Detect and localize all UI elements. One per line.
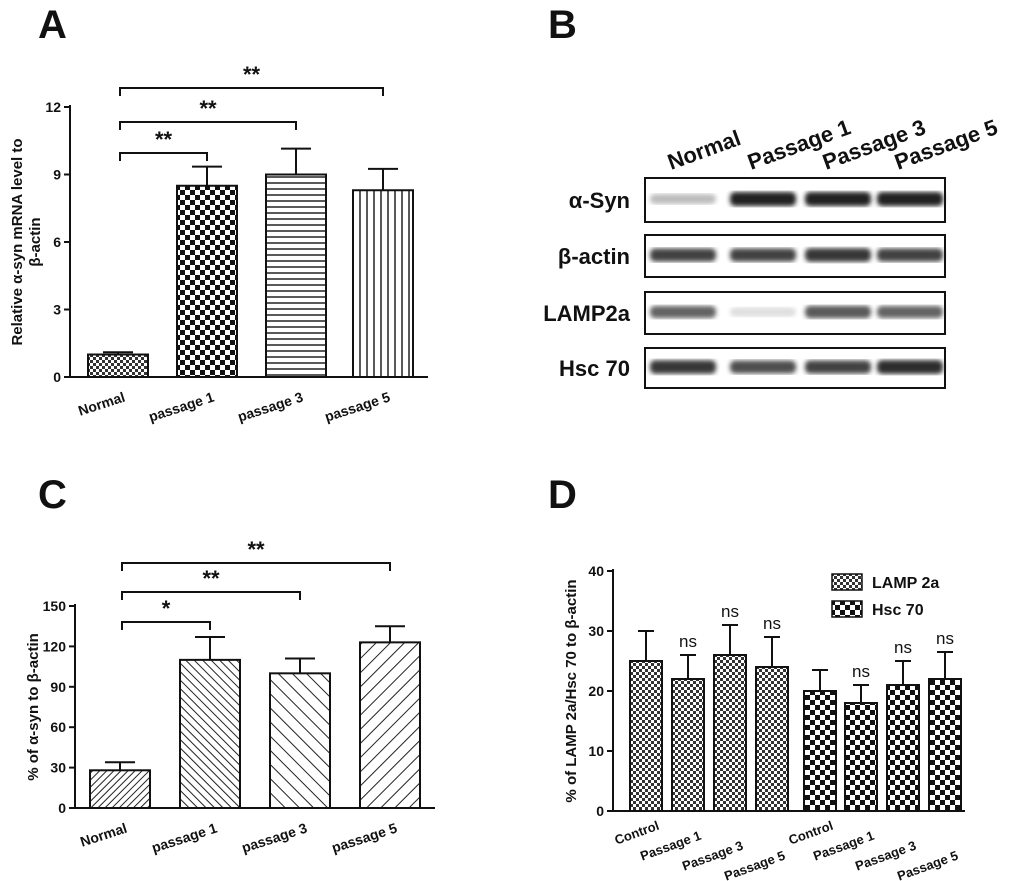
legend-swatch xyxy=(831,600,863,618)
annotation: ns xyxy=(679,632,697,651)
blot-band xyxy=(650,248,716,262)
row-label: Hsc 70 xyxy=(559,356,630,381)
annotation: ns xyxy=(936,629,954,648)
y-tick-label: 9 xyxy=(53,167,61,183)
bar xyxy=(928,678,962,812)
bar xyxy=(269,672,331,809)
blot-band xyxy=(805,192,871,206)
y-tick-label: 20 xyxy=(588,683,604,699)
blot-band xyxy=(650,360,716,374)
row-label: LAMP2a xyxy=(543,301,631,326)
annotation: ns xyxy=(894,638,912,657)
x-tick-label: passage 1 xyxy=(150,820,220,856)
y-axis-label: % of α-syn to β-actin xyxy=(25,633,42,781)
annotation: ns xyxy=(763,614,781,633)
x-tick-label: Normal xyxy=(76,389,127,419)
bar xyxy=(713,654,747,812)
significance-label: ** xyxy=(202,566,220,591)
y-tick-label: 0 xyxy=(596,803,604,819)
x-tick-label: passage 5 xyxy=(330,820,400,856)
y-axis-label: % of LAMP 2a/Hsc 70 to β-actin xyxy=(563,579,580,802)
y-tick-label: 3 xyxy=(53,302,61,318)
y-tick-label: 40 xyxy=(588,563,604,579)
significance-bracket xyxy=(121,562,391,571)
blot-band xyxy=(730,307,796,317)
bar xyxy=(87,353,149,378)
significance-label: ** xyxy=(247,537,265,562)
significance-label: ** xyxy=(199,96,217,121)
y-tick-label: 0 xyxy=(58,800,66,816)
x-tick-label: passage 3 xyxy=(240,820,310,856)
panel-letter: D xyxy=(548,473,577,517)
y-axis-label: β-actin xyxy=(27,217,44,266)
blot-band xyxy=(730,192,796,206)
bar xyxy=(755,666,789,812)
blot-band xyxy=(805,360,871,374)
blot-band xyxy=(650,305,716,319)
blot-band xyxy=(877,192,943,206)
blot-band xyxy=(877,305,943,319)
bar xyxy=(803,690,837,812)
blot-band xyxy=(805,248,871,262)
x-tick-label: Normal xyxy=(78,820,129,850)
y-tick-label: 6 xyxy=(53,234,61,250)
x-tick-label: passage 5 xyxy=(323,389,393,425)
y-tick-label: 60 xyxy=(50,719,66,735)
bar xyxy=(179,658,241,809)
x-tick-label: passage 1 xyxy=(147,389,217,425)
bar xyxy=(176,184,238,378)
legend-swatch xyxy=(831,573,863,591)
blot-band xyxy=(650,194,716,204)
bar xyxy=(265,173,327,378)
blot-band xyxy=(877,248,943,262)
y-tick-label: 0 xyxy=(53,369,61,385)
y-tick-label: 120 xyxy=(43,638,67,654)
bar xyxy=(671,678,705,812)
significance-bracket xyxy=(119,121,297,130)
blot-band xyxy=(730,248,796,262)
significance-label: ** xyxy=(155,127,173,152)
significance-bracket xyxy=(121,621,211,630)
blot-band xyxy=(877,360,943,374)
legend-label: Hsc 70 xyxy=(872,602,924,619)
blot-band xyxy=(730,360,796,374)
y-tick-label: 90 xyxy=(50,679,66,695)
significance-label: * xyxy=(162,596,171,621)
x-tick-label: passage 3 xyxy=(236,389,306,425)
legend-label: LAMP 2a xyxy=(872,575,939,592)
y-axis-label: Relative α-syn mRNA level to xyxy=(9,138,26,345)
panel-letter: B xyxy=(548,3,577,47)
bar xyxy=(89,769,151,809)
bar xyxy=(629,660,663,812)
significance-bracket xyxy=(119,152,208,161)
bar xyxy=(359,641,421,809)
y-tick-label: 12 xyxy=(45,99,61,115)
row-label: β-actin xyxy=(558,244,630,269)
blot-band xyxy=(805,305,871,319)
y-tick-label: 30 xyxy=(50,760,66,776)
bar xyxy=(352,189,414,378)
panel-letter: C xyxy=(38,473,67,517)
significance-bracket xyxy=(119,87,384,96)
significance-bracket xyxy=(121,591,301,600)
row-label: α-Syn xyxy=(569,188,630,213)
annotation: ns xyxy=(852,662,870,681)
y-tick-label: 10 xyxy=(588,743,604,759)
significance-label: ** xyxy=(243,62,261,87)
y-tick-label: 30 xyxy=(588,623,604,639)
bar xyxy=(844,702,878,812)
panel-letter: A xyxy=(38,3,67,47)
annotation: ns xyxy=(721,602,739,621)
bar xyxy=(886,684,920,812)
column-label: Normal xyxy=(664,125,744,174)
y-tick-label: 150 xyxy=(43,598,67,614)
